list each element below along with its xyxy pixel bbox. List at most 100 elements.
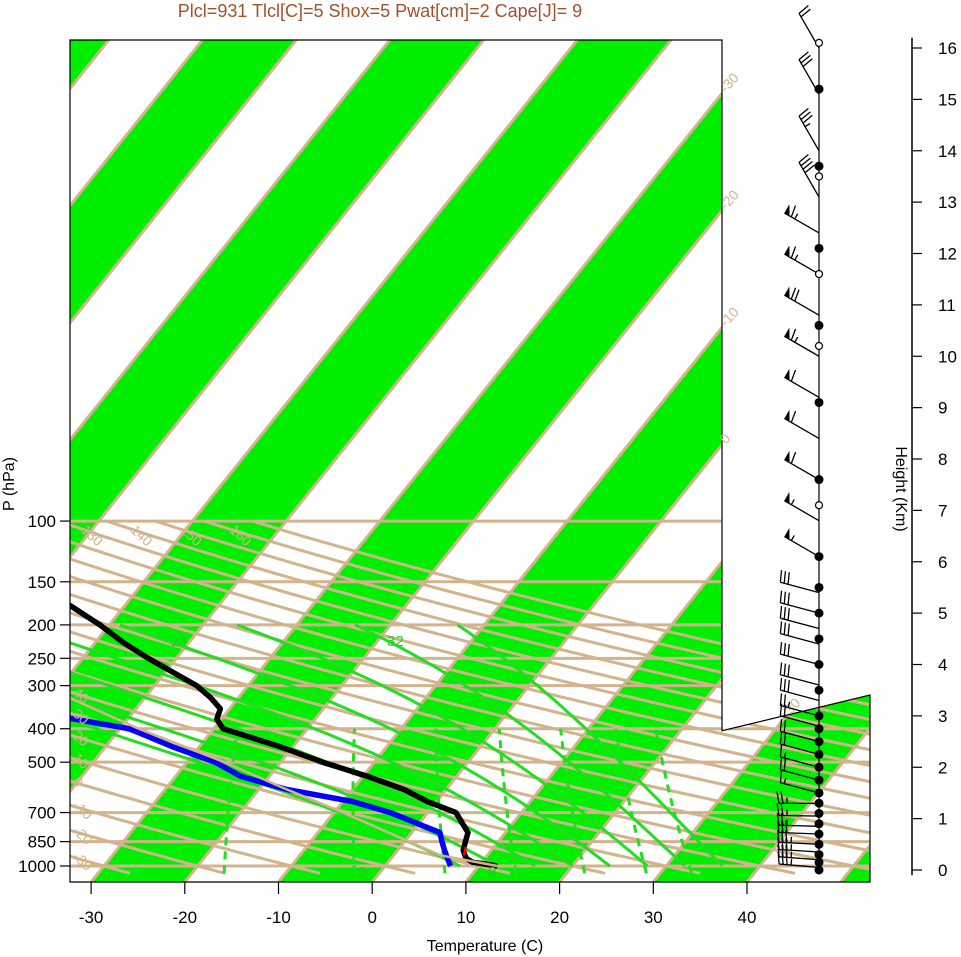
wind-barb-flag — [780, 803, 784, 816]
dry-adiabat — [70, 519, 796, 875]
wind-barb-staff — [798, 162, 820, 198]
y-tick-label: 850 — [28, 833, 56, 852]
height-tick-label: 11 — [938, 296, 956, 315]
wind-barb-flag — [779, 677, 783, 691]
wind-barb-half-flag — [790, 499, 795, 505]
wind-barb-flag — [784, 820, 788, 833]
wind-barb-flag — [783, 571, 787, 584]
wind-barb-flag — [783, 678, 787, 692]
height-tick-label: 8 — [938, 450, 947, 469]
wind-barb-flag — [781, 837, 784, 850]
dry-adiabat — [70, 519, 870, 875]
wind-barb-flag — [783, 694, 787, 707]
wind-level-dot — [814, 850, 824, 860]
isotherm-line — [70, 40, 298, 882]
wind-level-dot — [814, 84, 824, 94]
wind-barb-flag — [785, 837, 788, 851]
wind-level-dot — [814, 829, 824, 839]
wind-barb-half-flag — [787, 701, 791, 708]
wind-barb-flag — [790, 205, 797, 218]
parcel-curve — [70, 644, 498, 868]
wind-barb-staff — [779, 856, 820, 861]
wind-barb-flag — [776, 813, 780, 826]
sounding-header: Plcl=931 Tlcl[C]=5 Shox=5 Pwat[cm]=2 Cap… — [178, 1, 582, 21]
isotherm-line — [652, 40, 870, 882]
wind-barb-pennant — [784, 491, 790, 504]
wind-barb — [776, 820, 820, 835]
height-tick-label: 12 — [938, 245, 957, 264]
wind-barb-flag — [783, 663, 787, 676]
wind-barb-flag — [790, 369, 797, 382]
wind-barb — [779, 693, 820, 717]
wind-level-dot — [814, 397, 824, 407]
wind-barb — [784, 491, 820, 522]
wind-barb-flag — [783, 758, 787, 771]
height-tick-label: 16 — [938, 39, 957, 58]
wind-level-dot — [814, 749, 824, 759]
dry-adiabat — [70, 519, 870, 875]
wind-level-dot — [814, 819, 824, 829]
height-tick-label: 1 — [938, 810, 947, 829]
dry-adiabat — [70, 519, 870, 875]
wind-barb-flag — [787, 664, 790, 677]
wind-barb — [779, 606, 820, 630]
wind-barb-flag — [780, 791, 784, 804]
wind-barb — [779, 757, 820, 781]
height-tick-label: 9 — [938, 399, 947, 418]
wind-barb-flag — [790, 328, 797, 341]
wind-barb-staff — [780, 632, 820, 645]
moisture-label: 32 — [387, 633, 404, 650]
x-tick-label: 30 — [644, 908, 663, 927]
mixing-ratio-line — [222, 728, 239, 874]
wind-barb-flag — [798, 107, 809, 117]
wind-level-dot — [814, 552, 824, 562]
wind-barb-staff — [784, 458, 820, 481]
wind-barb — [776, 791, 820, 805]
wind-barb — [779, 641, 820, 666]
wind-level-dot — [814, 808, 824, 818]
dry-adiabat — [70, 519, 511, 875]
wind-barb — [784, 286, 820, 316]
wind-barb — [779, 731, 820, 756]
wind-level-dot — [814, 775, 824, 785]
isotherm-line — [70, 40, 673, 882]
wind-level-dot — [814, 161, 824, 171]
height-tick-label: 14 — [938, 142, 957, 161]
wind-profile — [776, 5, 824, 875]
wind-barb-flag — [783, 732, 787, 746]
wind-barb-flag — [776, 820, 780, 833]
wind-barb-staff — [784, 417, 820, 440]
dry-adiabat — [70, 519, 416, 875]
moist-adiabat — [70, 623, 536, 868]
wind-barb — [779, 770, 820, 794]
wind-level-dot — [814, 798, 824, 808]
dry-adiabat — [154, 519, 870, 875]
wind-barb-staff — [780, 689, 820, 702]
wind-barb-half-flag — [794, 213, 799, 220]
wind-barb — [779, 744, 820, 768]
wind-barb — [779, 662, 820, 686]
dry-adiabat — [70, 519, 870, 875]
isotherm-line — [558, 40, 870, 882]
wind-barb — [777, 837, 820, 853]
height-tick-label: 10 — [938, 347, 957, 366]
x-tick-label: 20 — [550, 908, 569, 927]
wind-barb-flag — [779, 606, 783, 619]
sounding-curves — [70, 519, 498, 869]
wind-level-dot — [814, 475, 824, 485]
wind-barb — [784, 409, 820, 440]
isotherm-line — [70, 40, 485, 882]
x-tick-label: 40 — [738, 908, 757, 927]
wind-barb-staff — [780, 730, 820, 743]
wind-barb-staff — [784, 376, 820, 398]
wind-barb-pennant — [784, 409, 790, 422]
temperature-curve — [70, 519, 498, 869]
height-tick-label: 13 — [938, 193, 957, 212]
wind-barb-flag — [783, 720, 787, 733]
wind-barb-flag — [790, 410, 797, 423]
wind-barb-staff — [784, 294, 820, 316]
wind-level-circle — [814, 501, 824, 510]
wind-barb-half-flag — [794, 336, 799, 343]
